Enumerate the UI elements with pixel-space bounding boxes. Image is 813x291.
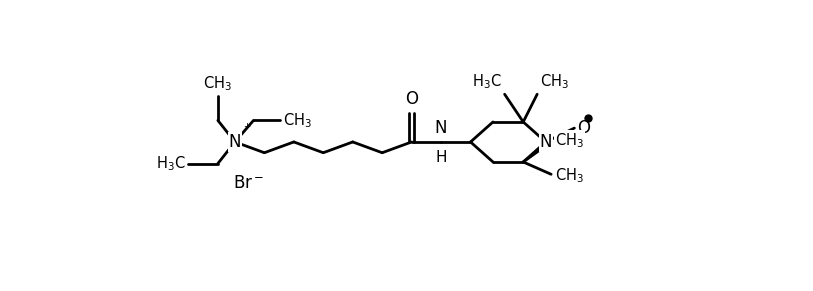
Text: Br$^-$: Br$^-$ xyxy=(233,174,264,192)
Text: O: O xyxy=(405,90,418,108)
Text: CH$_3$: CH$_3$ xyxy=(203,74,233,93)
Text: N: N xyxy=(228,133,241,151)
Text: O: O xyxy=(577,119,590,137)
Text: CH$_3$: CH$_3$ xyxy=(541,72,569,91)
Text: N: N xyxy=(435,119,447,137)
Text: CH$_3$: CH$_3$ xyxy=(555,131,584,150)
Text: $^+$: $^+$ xyxy=(242,122,252,135)
Text: H$_3$C: H$_3$C xyxy=(472,72,502,91)
Text: CH$_3$: CH$_3$ xyxy=(283,111,312,130)
Text: H$_3$C: H$_3$C xyxy=(156,154,185,173)
Text: H: H xyxy=(435,150,447,165)
Text: CH$_3$: CH$_3$ xyxy=(555,166,584,185)
Text: N: N xyxy=(540,133,552,151)
